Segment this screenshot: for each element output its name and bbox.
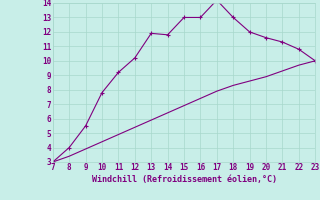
X-axis label: Windchill (Refroidissement éolien,°C): Windchill (Refroidissement éolien,°C) bbox=[92, 175, 276, 184]
